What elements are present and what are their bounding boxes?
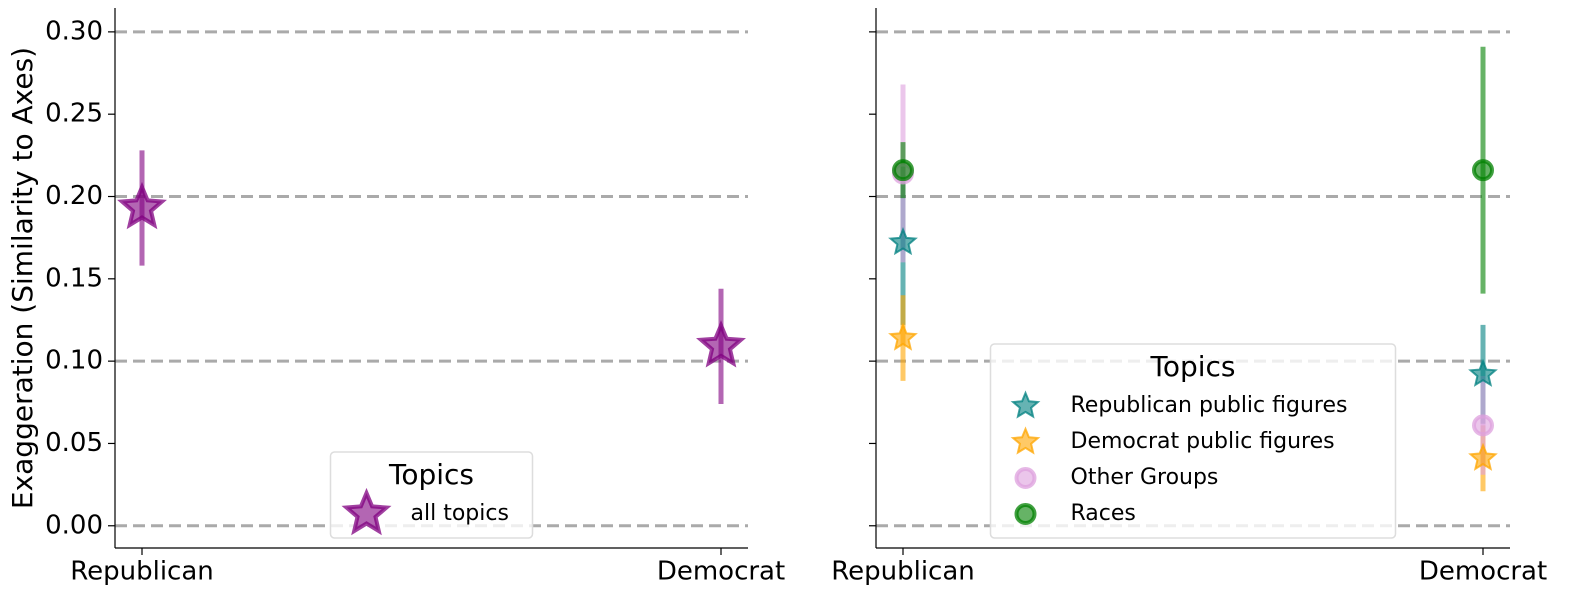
x-tick-label: Democrat [1419,557,1547,587]
marker [1472,159,1494,182]
marker [1468,358,1498,387]
marker [888,226,918,256]
marker [892,159,914,182]
y-tick-label: 0.05 [45,428,103,458]
x-tick-label: Republican [831,557,975,587]
legend-label: Races [1071,501,1136,526]
marker [696,320,746,368]
marker [1472,414,1494,437]
y-tick-label: 0.10 [45,346,103,376]
legend-label: Other Groups [1071,465,1219,490]
x-tick-label: Republican [70,557,214,587]
marker [1468,442,1498,471]
legend-marker [1010,426,1041,455]
y-tick-label: 0.15 [45,263,103,293]
legend-label: all topics [411,501,509,526]
y-axis-label: Exaggeration (Similarity to Axes) [6,47,39,509]
legend-box [329,451,534,539]
legend-marker [341,487,392,536]
legend-label: Republican public figures [1071,393,1348,418]
legend-marker [1014,467,1037,489]
legend-title: Topics [1149,350,1235,383]
y-tick-label: 0.30 [45,16,103,46]
legend-marker [1014,503,1037,525]
marker [117,181,167,230]
x-tick-label: Democrat [657,557,785,587]
legend-title: Topics [388,458,474,491]
legend-label: Democrat public figures [1071,429,1335,454]
legend-marker [1010,390,1041,419]
y-tick-label: 0.20 [45,181,103,211]
legend-box [989,343,1397,539]
y-tick-label: 0.00 [45,510,103,540]
marker [888,322,918,351]
y-tick-label: 0.25 [45,99,103,129]
